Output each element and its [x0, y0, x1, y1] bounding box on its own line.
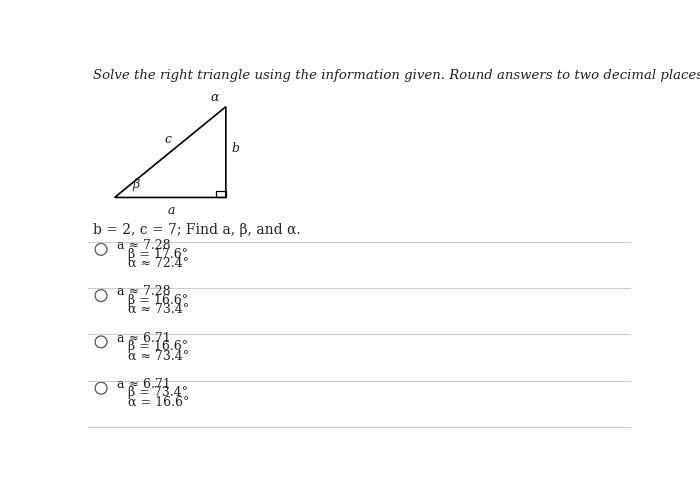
Text: β: β	[132, 178, 139, 191]
Text: β = 17.6°: β = 17.6°	[128, 247, 188, 260]
Text: a ≈ 7.28: a ≈ 7.28	[118, 239, 171, 252]
Text: β = 16.6°: β = 16.6°	[128, 339, 188, 352]
Text: a ≈ 6.71: a ≈ 6.71	[118, 331, 171, 344]
Text: β = 16.6°: β = 16.6°	[128, 293, 188, 306]
Text: a ≈ 6.71: a ≈ 6.71	[118, 377, 171, 390]
Text: c: c	[164, 132, 172, 145]
Text: b: b	[231, 142, 239, 155]
Text: β = 73.4°: β = 73.4°	[128, 385, 188, 398]
Text: b = 2, c = 7; Find a, β, and α.: b = 2, c = 7; Find a, β, and α.	[93, 222, 300, 236]
Text: α: α	[210, 91, 219, 104]
Text: Solve the right triangle using the information given. Round answers to two decim: Solve the right triangle using the infor…	[93, 69, 700, 82]
Text: α ≈ 73.4°: α ≈ 73.4°	[128, 302, 189, 315]
Text: a: a	[168, 204, 175, 216]
Text: α ≈ 73.4°: α ≈ 73.4°	[128, 348, 189, 361]
Text: α = 16.6°: α = 16.6°	[128, 395, 190, 408]
Text: α ≈ 72.4°: α ≈ 72.4°	[128, 256, 189, 269]
Text: a ≈ 7.28: a ≈ 7.28	[118, 285, 171, 298]
